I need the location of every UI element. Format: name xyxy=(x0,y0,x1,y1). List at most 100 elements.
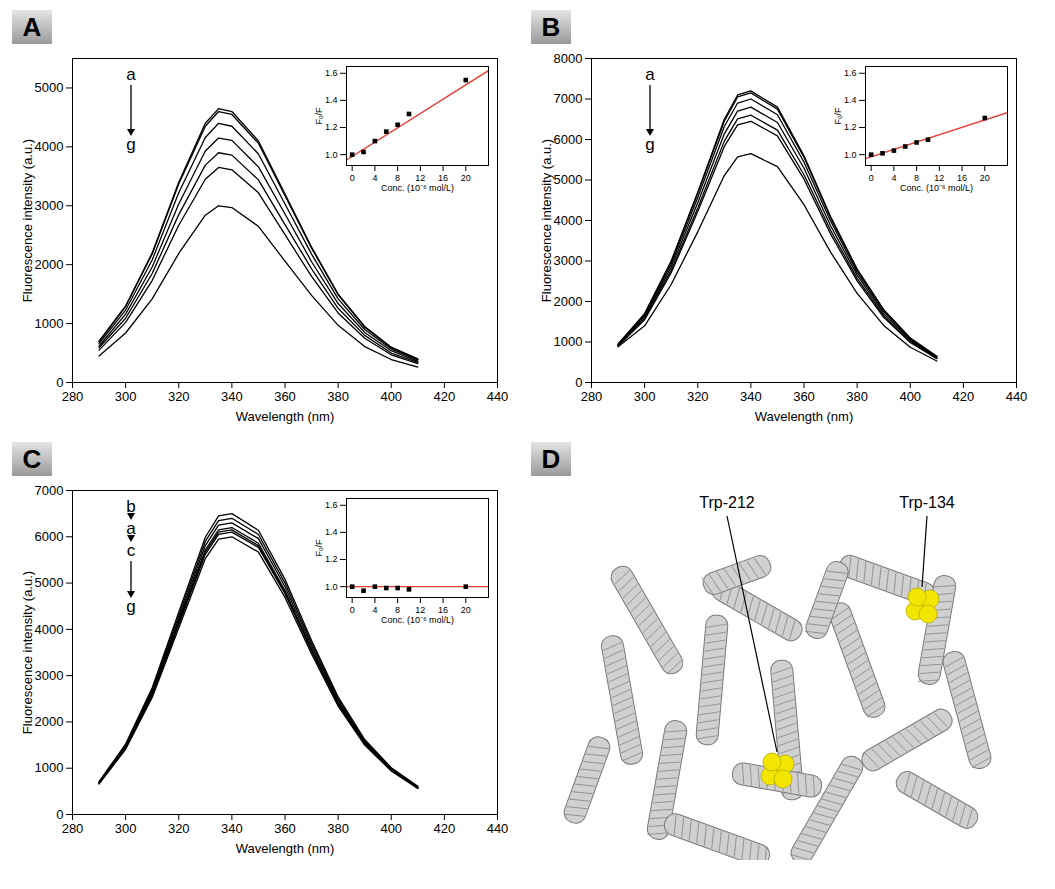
svg-text:5000: 5000 xyxy=(35,80,64,95)
svg-text:4000: 4000 xyxy=(35,139,64,154)
svg-text:360: 360 xyxy=(274,389,296,404)
svg-text:1.0: 1.0 xyxy=(325,150,338,160)
svg-text:4000: 4000 xyxy=(35,622,64,637)
svg-text:420: 420 xyxy=(434,821,456,836)
svg-text:8: 8 xyxy=(395,173,400,183)
svg-text:3000: 3000 xyxy=(35,198,64,213)
svg-text:440: 440 xyxy=(487,821,509,836)
svg-text:12: 12 xyxy=(415,605,425,615)
svg-text:3000: 3000 xyxy=(554,253,583,268)
svg-text:Wavelength (nm): Wavelength (nm) xyxy=(755,409,854,424)
svg-text:300: 300 xyxy=(115,389,137,404)
svg-text:280: 280 xyxy=(62,389,84,404)
svg-text:4: 4 xyxy=(372,605,377,615)
svg-text:F₀/F: F₀/F xyxy=(314,539,324,557)
svg-text:0: 0 xyxy=(350,173,355,183)
svg-text:380: 380 xyxy=(846,389,868,404)
svg-text:2000: 2000 xyxy=(35,714,64,729)
svg-text:0: 0 xyxy=(350,605,355,615)
svg-text:0: 0 xyxy=(575,375,582,390)
svg-text:16: 16 xyxy=(957,173,967,183)
svg-text:1.2: 1.2 xyxy=(844,122,857,132)
svg-text:20: 20 xyxy=(461,173,471,183)
svg-text:Trp-212: Trp-212 xyxy=(699,494,755,511)
svg-text:2000: 2000 xyxy=(35,257,64,272)
svg-text:4: 4 xyxy=(891,173,896,183)
svg-text:12: 12 xyxy=(415,173,425,183)
svg-text:20: 20 xyxy=(980,173,990,183)
svg-text:360: 360 xyxy=(274,821,296,836)
svg-text:1.6: 1.6 xyxy=(325,68,338,78)
svg-text:1.6: 1.6 xyxy=(325,500,338,510)
svg-text:16: 16 xyxy=(438,173,448,183)
svg-text:0: 0 xyxy=(869,173,874,183)
svg-text:Fluorescence intensity (a.u.): Fluorescence intensity (a.u.) xyxy=(20,571,35,734)
svg-text:g: g xyxy=(126,135,135,154)
svg-text:320: 320 xyxy=(168,389,190,404)
svg-text:20: 20 xyxy=(461,605,471,615)
svg-text:380: 380 xyxy=(327,821,349,836)
svg-text:16: 16 xyxy=(438,605,448,615)
svg-text:Conc. (10⁻⁶ mol/L): Conc. (10⁻⁶ mol/L) xyxy=(381,615,454,625)
svg-text:5000: 5000 xyxy=(554,172,583,187)
svg-text:8: 8 xyxy=(395,605,400,615)
svg-text:12: 12 xyxy=(934,173,944,183)
svg-text:1.4: 1.4 xyxy=(844,95,857,105)
svg-text:380: 380 xyxy=(327,389,349,404)
svg-text:4000: 4000 xyxy=(554,213,583,228)
svg-text:c: c xyxy=(127,541,136,560)
svg-text:Conc. (10⁻⁶ mol/L): Conc. (10⁻⁶ mol/L) xyxy=(381,183,454,193)
svg-text:Wavelength (nm): Wavelength (nm) xyxy=(236,409,335,424)
svg-text:340: 340 xyxy=(221,389,243,404)
svg-text:400: 400 xyxy=(380,821,402,836)
svg-text:8: 8 xyxy=(914,173,919,183)
svg-text:7000: 7000 xyxy=(554,91,583,106)
svg-text:8000: 8000 xyxy=(554,51,583,66)
svg-text:1.2: 1.2 xyxy=(325,122,338,132)
svg-text:280: 280 xyxy=(62,821,84,836)
svg-text:Conc. (10⁻⁶ mol/L): Conc. (10⁻⁶ mol/L) xyxy=(900,183,973,193)
svg-text:340: 340 xyxy=(740,389,762,404)
svg-text:420: 420 xyxy=(434,389,456,404)
svg-text:g: g xyxy=(645,135,654,154)
svg-text:1.0: 1.0 xyxy=(325,582,338,592)
svg-text:300: 300 xyxy=(634,389,656,404)
svg-text:F₀/F: F₀/F xyxy=(314,107,324,125)
svg-text:320: 320 xyxy=(687,389,709,404)
svg-text:7000: 7000 xyxy=(35,483,64,498)
svg-text:440: 440 xyxy=(1006,389,1028,404)
svg-text:6000: 6000 xyxy=(35,529,64,544)
svg-text:Wavelength (nm): Wavelength (nm) xyxy=(236,841,335,856)
svg-text:420: 420 xyxy=(953,389,975,404)
svg-text:1000: 1000 xyxy=(35,316,64,331)
svg-text:2000: 2000 xyxy=(554,294,583,309)
svg-text:F₀/F: F₀/F xyxy=(833,107,843,125)
svg-text:1000: 1000 xyxy=(35,760,64,775)
svg-text:400: 400 xyxy=(899,389,921,404)
svg-text:5000: 5000 xyxy=(35,575,64,590)
svg-text:360: 360 xyxy=(793,389,815,404)
svg-text:1000: 1000 xyxy=(554,334,583,349)
svg-text:440: 440 xyxy=(487,389,509,404)
svg-text:300: 300 xyxy=(115,821,137,836)
svg-text:0: 0 xyxy=(56,807,63,822)
svg-text:Fluorescence intensity (a.u.): Fluorescence intensity (a.u.) xyxy=(539,139,554,302)
svg-text:1.0: 1.0 xyxy=(844,150,857,160)
svg-text:0: 0 xyxy=(56,375,63,390)
svg-text:320: 320 xyxy=(168,821,190,836)
svg-text:340: 340 xyxy=(221,821,243,836)
svg-text:a: a xyxy=(645,66,655,84)
svg-text:400: 400 xyxy=(380,389,402,404)
svg-text:4: 4 xyxy=(372,173,377,183)
svg-text:1.4: 1.4 xyxy=(325,527,338,537)
svg-text:1.2: 1.2 xyxy=(325,554,338,564)
svg-text:6000: 6000 xyxy=(554,132,583,147)
svg-text:1.6: 1.6 xyxy=(844,68,857,78)
svg-text:g: g xyxy=(126,597,135,616)
svg-text:1.4: 1.4 xyxy=(325,95,338,105)
svg-text:Trp-134: Trp-134 xyxy=(899,494,955,511)
svg-text:280: 280 xyxy=(581,389,603,404)
svg-text:a: a xyxy=(126,66,136,84)
svg-text:3000: 3000 xyxy=(35,668,64,683)
svg-text:Fluorescence intensity (a.u.): Fluorescence intensity (a.u.) xyxy=(20,139,35,302)
